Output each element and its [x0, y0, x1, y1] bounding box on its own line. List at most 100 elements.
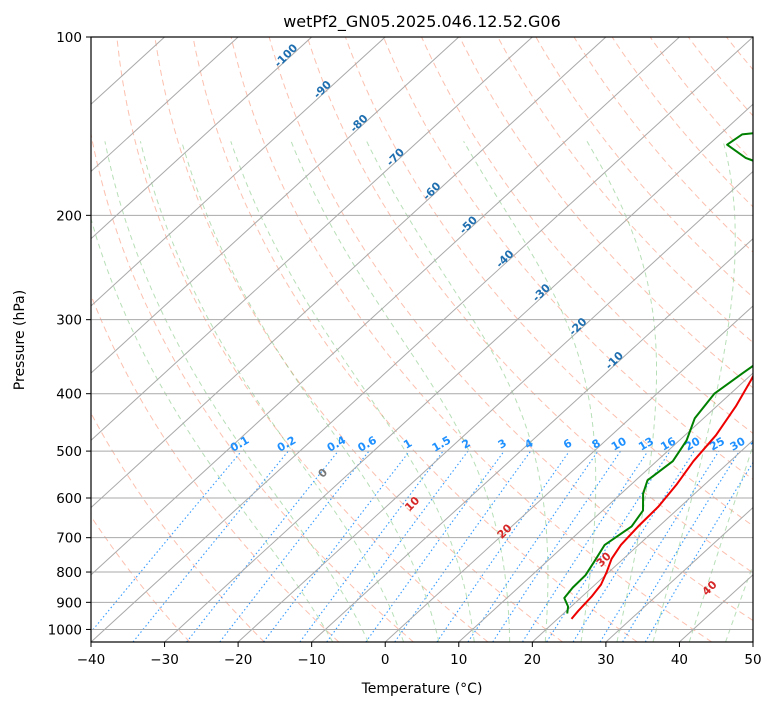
dry-adiabat-line — [268, 37, 753, 622]
background-lines — [91, 37, 775, 642]
y-tick-label: 200 — [56, 208, 82, 224]
mixing-ratio-line — [91, 450, 242, 633]
isotherm-line — [531, 439, 753, 642]
moist-adiabat-line — [652, 141, 736, 642]
isotherm-line — [458, 372, 753, 642]
x-tick-label: 50 — [744, 652, 761, 668]
dry-adiabat-line — [91, 131, 414, 642]
dry-adiabat-line — [116, 37, 489, 642]
moist-adiabat-line — [91, 217, 334, 642]
dry-adiabat-label: 0 — [316, 466, 331, 481]
x-tick-label: 10 — [450, 652, 467, 668]
dry-adiabat-line — [91, 515, 191, 642]
dry-adiabat-line — [154, 37, 563, 642]
isotherm-line — [91, 37, 533, 442]
mixing-ratio-line — [326, 450, 469, 642]
isotherm-label: -100 — [272, 41, 301, 70]
dry-adiabat-label: 40 — [700, 578, 720, 598]
isotherm-label: -90 — [311, 78, 334, 101]
chart-title: wetPf2_GN05.2025.046.12.52.G06 — [283, 12, 561, 32]
x-axis-title: Temperature (°C) — [361, 681, 483, 697]
mixing-ratio-line — [299, 450, 444, 642]
isotherm-label: -10 — [603, 349, 626, 372]
dry-adiabat-line — [535, 37, 753, 298]
isotherm-line — [752, 641, 753, 642]
isotherm-label: -80 — [347, 112, 370, 135]
dry-adiabat-line — [344, 37, 753, 527]
isotherm-line — [164, 103, 753, 642]
mixing-ratio-line — [572, 450, 695, 642]
mixing-ratio-label: 2 — [460, 437, 473, 452]
mixing-ratio-label: 8 — [590, 437, 603, 452]
isotherm-label: -20 — [566, 315, 589, 338]
mixing-ratio-line — [263, 450, 410, 642]
y-tick-label: 800 — [56, 565, 82, 581]
isotherm-line — [91, 37, 753, 642]
isotherm-label: -50 — [457, 213, 480, 236]
x-tick-label: −30 — [150, 652, 179, 668]
axes: −40 −30 −20 −10 0 10 20 30 40 5010020030040050060… — [48, 30, 762, 668]
dry-adiabat-line — [421, 37, 753, 435]
dry-adiabat-line — [611, 37, 753, 208]
y-tick-label: 600 — [56, 491, 82, 507]
x-tick-label: −20 — [224, 652, 253, 668]
dry-adiabat-line — [765, 37, 775, 642]
y-tick-label: 700 — [56, 531, 82, 547]
isotherm-line — [605, 506, 753, 642]
y-tick-label: 900 — [56, 595, 82, 611]
mixing-ratio-line — [622, 450, 740, 642]
x-tick-label: 20 — [524, 652, 541, 668]
isotherm-label: -30 — [530, 281, 553, 304]
dry-adiabat-line — [573, 37, 753, 253]
mixing-ratio-line — [219, 450, 370, 642]
x-tick-label: 0 — [381, 652, 390, 668]
mixing-ratio-line — [365, 450, 505, 642]
isotherm-line — [237, 170, 753, 642]
mixing-ratio-line — [546, 450, 671, 642]
mixing-ratio-label: 6 — [561, 436, 574, 451]
plot-frame — [90, 36, 754, 643]
isotherm-line — [311, 237, 753, 642]
isotherm-line — [91, 37, 386, 307]
x-tick-label: 40 — [671, 652, 688, 668]
dry-adiabat-line — [687, 37, 753, 117]
isotherm-line — [91, 37, 239, 173]
dry-adiabat-line — [306, 37, 753, 574]
mixing-ratio-line — [186, 450, 339, 642]
profiles — [563, 132, 753, 620]
dry-adiabat-line — [649, 37, 753, 163]
mixing-ratio-line — [467, 450, 599, 642]
y-tick-label: 1000 — [48, 622, 82, 638]
mixing-ratio-line — [492, 450, 622, 642]
mixing-ratio-line — [599, 450, 720, 642]
dewpoint-profile — [563, 132, 753, 614]
mixing-ratio-label: 3 — [496, 437, 509, 452]
y-tick-label: 100 — [56, 30, 82, 46]
mixing-ratio-label: 36 — [748, 434, 768, 453]
x-tick-label: −40 — [77, 652, 106, 668]
dry-adiabat-line — [91, 293, 340, 642]
dry-adiabat-line — [230, 37, 713, 642]
y-tick-label: 500 — [56, 444, 82, 460]
isotherm-label: -40 — [493, 247, 516, 270]
mixing-ratio-line — [436, 450, 570, 642]
moist-adiabat-line — [181, 141, 440, 642]
isotherm-label: -70 — [384, 145, 407, 168]
isotherm-line — [91, 37, 680, 576]
isotherm-line — [91, 37, 313, 240]
dry-adiabat-line — [497, 37, 753, 344]
moist-adiabat-line — [290, 141, 511, 642]
temperature-profile — [570, 374, 753, 620]
dry-adiabat-line — [91, 412, 265, 642]
y-tick-label: 300 — [56, 313, 82, 329]
moist-adiabat-line — [139, 141, 405, 642]
dry-adiabat-line — [726, 37, 753, 71]
dry-adiabat-line — [192, 37, 638, 642]
isotherm-label: -60 — [420, 179, 443, 202]
dry-adiabat-line — [459, 37, 753, 389]
mixing-ratio-label: 1 — [401, 437, 414, 452]
x-tick-label: 30 — [597, 652, 614, 668]
isotherm-line — [91, 37, 607, 509]
isotherm-line — [91, 37, 460, 374]
